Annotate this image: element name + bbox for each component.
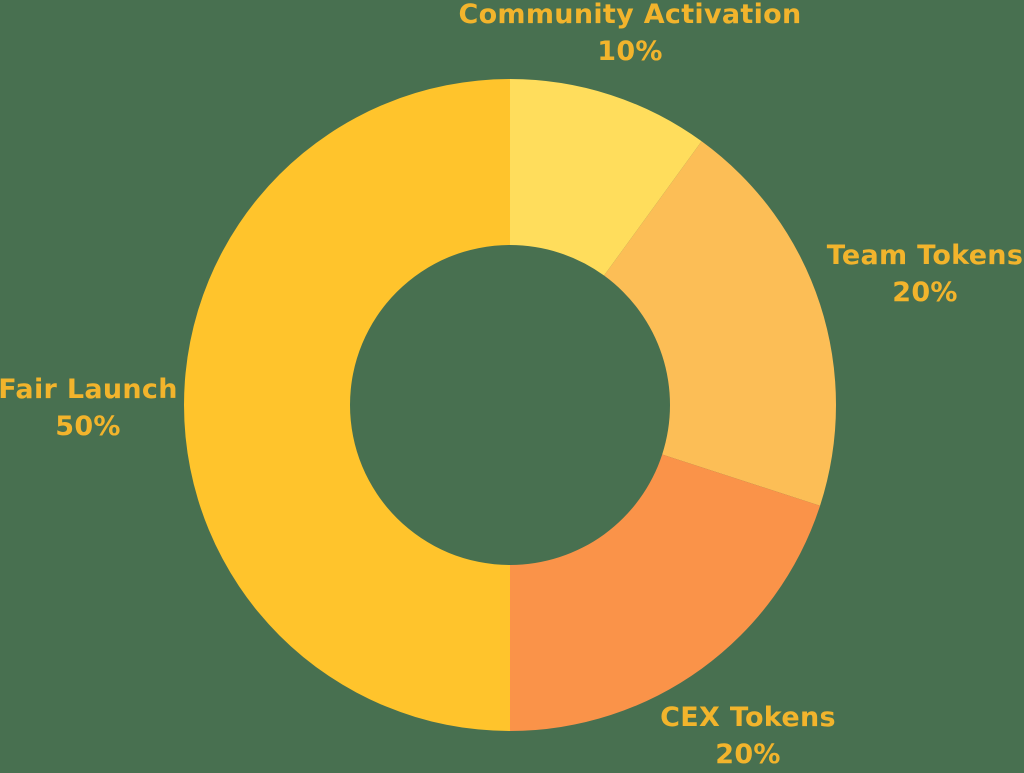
slice-name: Fair Launch (0, 374, 178, 405)
slice-name: Community Activation (458, 0, 802, 30)
label-community-activation: Community Activation 10% (458, 0, 801, 70)
donut-slice-team-tokens (604, 141, 836, 506)
donut-slice-cex-tokens (510, 454, 821, 731)
label-cex-tokens: CEX Tokens 20% (660, 699, 836, 773)
slice-percent: 10% (597, 36, 663, 67)
slice-percent: 50% (55, 411, 121, 442)
slice-percent: 20% (892, 277, 958, 308)
donut-slice-fair-launch (184, 79, 510, 731)
label-team-tokens: Team Tokens 20% (827, 237, 1023, 311)
slice-name: Team Tokens (826, 240, 1024, 271)
label-fair-launch: Fair Launch 50% (0, 371, 178, 445)
slice-name: CEX Tokens (660, 702, 836, 733)
slice-percent: 20% (715, 739, 781, 770)
donut-slice-community-activation (510, 79, 702, 276)
